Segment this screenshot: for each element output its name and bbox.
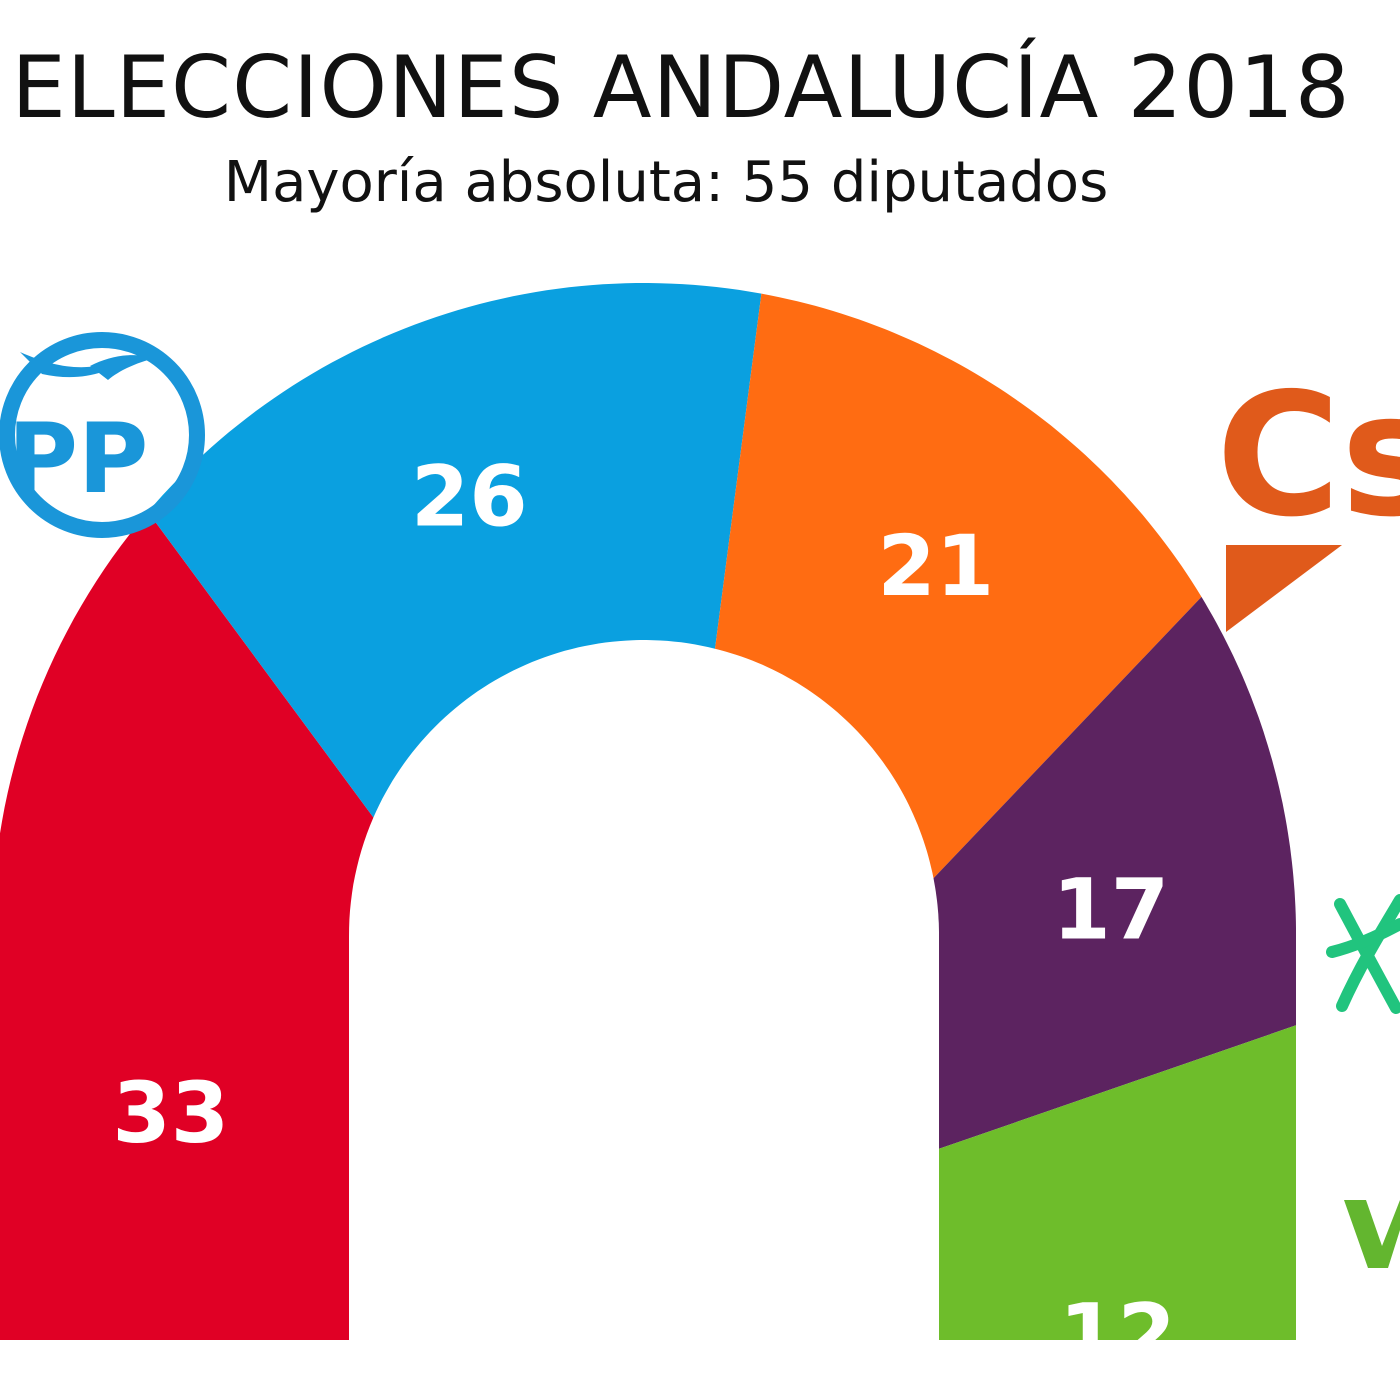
cs-logo-text: Cs [1216, 370, 1400, 555]
seat-label-cs: 21 [877, 517, 994, 615]
seat-label-pp: 26 [411, 448, 528, 546]
seat-label-psoe: 33 [112, 1064, 229, 1162]
pp-logo-icon: PP [0, 332, 205, 538]
seat-segment-pp [147, 283, 762, 818]
chart-subtitle: Mayoría absoluta: 55 diputados [223, 150, 1109, 215]
seat-segment-psoe [0, 511, 374, 1340]
pp-logo-text: PP [8, 403, 149, 515]
seat-segment-vox [939, 1025, 1296, 1340]
adelante-logo-icon [1326, 894, 1400, 1014]
seat-label-adelante-andalucía: 17 [1052, 860, 1169, 958]
vox-logo-icon [1344, 1200, 1400, 1268]
seat-label-vox: 12 [1059, 1286, 1176, 1384]
chart-title: ELECCIONES ANDALUCÍA 2018 [11, 38, 1351, 138]
seat-segment-adelante-andalucía [933, 596, 1296, 1149]
cs-logo-icon: Cs [1216, 370, 1400, 632]
seat-labels: 33 26 21 17 12 [112, 448, 1176, 1384]
seat-segments [0, 283, 1296, 1340]
seat-segment-cs [715, 293, 1202, 879]
